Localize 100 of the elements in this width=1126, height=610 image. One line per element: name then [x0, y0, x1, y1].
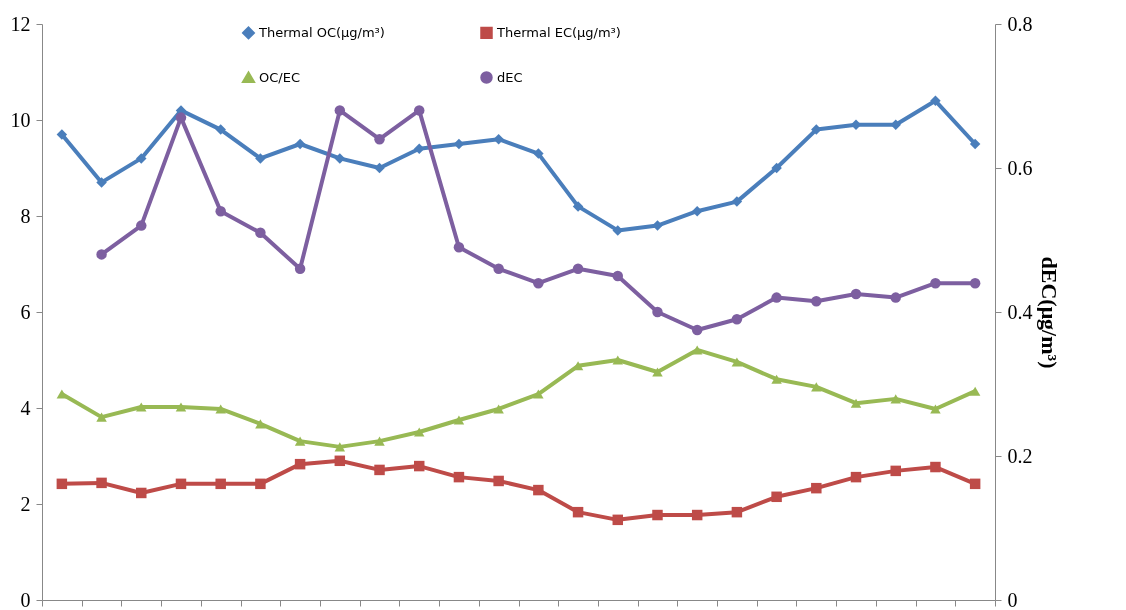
point	[136, 153, 147, 164]
point	[652, 509, 663, 521]
point	[413, 460, 425, 472]
point	[374, 436, 385, 446]
point	[215, 124, 226, 135]
point	[771, 162, 782, 174]
legend-label: dEC	[497, 69, 523, 85]
point	[96, 177, 107, 188]
point	[691, 205, 703, 217]
point	[930, 461, 941, 473]
point	[850, 288, 862, 300]
y2-tick-label: 0	[1007, 588, 1018, 610]
point	[533, 389, 544, 399]
y2-axis-title: dEC(μg/m³)	[1036, 256, 1062, 369]
point	[255, 153, 266, 164]
point	[890, 292, 901, 303]
point	[811, 295, 822, 307]
point	[493, 133, 504, 145]
point	[453, 415, 465, 425]
point	[771, 292, 782, 303]
point	[334, 442, 346, 452]
point	[533, 148, 544, 159]
point	[175, 478, 187, 490]
point	[294, 436, 306, 446]
point	[493, 404, 504, 414]
legend-label: Thermal EC(μg/m³)	[496, 24, 621, 40]
point	[533, 484, 544, 496]
point	[652, 306, 663, 318]
point	[691, 509, 703, 521]
point	[136, 487, 147, 499]
point	[850, 471, 862, 483]
y2-tick-label: 0.8	[1007, 12, 1033, 35]
point	[334, 105, 346, 116]
point	[493, 263, 504, 275]
y2-tick-label: 0.6	[1007, 156, 1033, 179]
point	[731, 357, 743, 367]
point	[930, 404, 941, 414]
point	[811, 382, 822, 392]
point	[731, 313, 743, 325]
legend-label: Thermal OC(μg/m³)	[258, 24, 385, 40]
point	[96, 412, 107, 422]
y-tick-label: 6	[20, 300, 31, 323]
point	[691, 345, 703, 355]
point	[572, 201, 584, 212]
point	[612, 514, 624, 526]
point	[572, 506, 584, 518]
point	[969, 138, 981, 150]
point	[215, 478, 226, 490]
point	[96, 477, 107, 489]
point	[691, 324, 703, 336]
y-tick-label: 2	[20, 492, 31, 515]
point	[771, 491, 782, 503]
point	[215, 205, 226, 217]
point	[969, 277, 981, 289]
point	[334, 455, 346, 467]
point	[890, 394, 901, 404]
point	[56, 129, 68, 140]
point	[771, 374, 782, 384]
point	[731, 196, 743, 207]
point	[453, 471, 465, 483]
point	[255, 419, 266, 429]
point	[930, 95, 941, 107]
point	[612, 355, 624, 365]
y-tick-label: 12	[10, 12, 31, 35]
y-tick-label: 8	[20, 204, 31, 227]
point	[612, 270, 624, 282]
point	[215, 404, 226, 414]
point	[572, 263, 584, 275]
point	[374, 133, 385, 145]
point	[56, 478, 68, 490]
point	[136, 220, 147, 231]
point	[453, 241, 465, 253]
point	[652, 220, 663, 231]
point	[652, 367, 663, 377]
point	[850, 398, 862, 408]
point	[175, 112, 187, 123]
point	[255, 227, 266, 239]
point	[374, 162, 385, 174]
point	[413, 105, 425, 116]
y-tick-label: 10	[10, 108, 31, 131]
point	[969, 478, 981, 490]
point	[969, 386, 981, 396]
legend-label: OC/EC	[259, 69, 300, 85]
point	[255, 478, 266, 490]
y2-tick-label: 0.2	[1007, 444, 1033, 467]
point	[374, 464, 385, 476]
point	[731, 506, 743, 518]
point	[533, 277, 544, 289]
point	[294, 458, 306, 470]
point	[294, 263, 306, 275]
point	[811, 482, 822, 494]
point	[175, 402, 187, 412]
point	[413, 427, 425, 437]
y-tick-label: 0	[20, 588, 31, 610]
point	[493, 475, 504, 487]
point	[334, 153, 346, 164]
point	[294, 138, 306, 150]
point	[890, 465, 901, 477]
y-tick-label: 4	[20, 396, 31, 419]
point	[96, 249, 107, 260]
